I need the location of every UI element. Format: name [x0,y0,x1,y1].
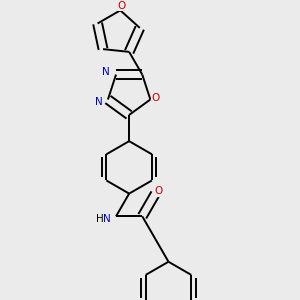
Text: N: N [95,98,103,107]
Text: O: O [152,93,160,103]
Text: N: N [103,214,111,224]
Text: N: N [102,67,110,77]
Text: O: O [155,186,163,196]
Text: O: O [118,1,126,11]
Text: H: H [96,214,104,224]
